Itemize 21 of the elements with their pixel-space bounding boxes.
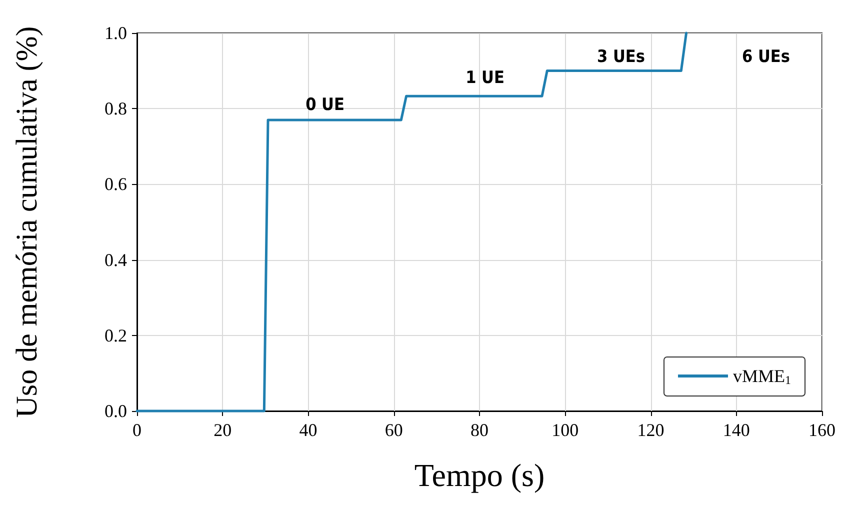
x-tick-label: 100: [552, 420, 579, 440]
x-tick-label: 60: [384, 420, 403, 440]
x-tick-label: 120: [637, 420, 664, 440]
x-tick-label: 0: [132, 420, 142, 440]
y-tick-label: 0.2: [104, 325, 127, 346]
y-tick-label: 0.6: [104, 174, 127, 194]
annotation: 1 UE: [466, 68, 504, 88]
x-axis-title: Tempo (s): [414, 457, 545, 493]
y-tick-label: 0.8: [104, 98, 127, 119]
y-tick-label: 0.0: [104, 401, 127, 421]
x-tick-label: 80: [470, 420, 488, 440]
x-tick-label: 160: [808, 420, 836, 440]
y-axis-title: Uso de memória cumulativa (%): [10, 26, 44, 418]
annotation: 3 UEs: [597, 47, 645, 67]
x-tick-label: 40: [299, 420, 318, 440]
annotation: 6 UEs: [742, 47, 790, 67]
y-tick-label: 0.4: [104, 250, 127, 270]
annotation: 0 UE: [306, 95, 344, 115]
x-tick-label: 20: [214, 420, 232, 440]
y-tick-label: 1.0: [104, 23, 127, 43]
x-tick-label: 140: [722, 420, 750, 440]
